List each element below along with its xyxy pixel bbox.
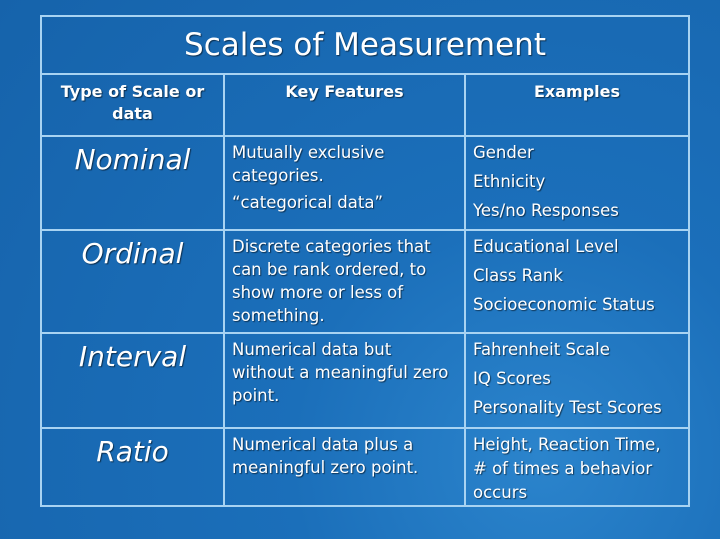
feature-text: Discrete categories that can be rank ord… — [232, 237, 431, 325]
example-item: Ethnicity — [473, 172, 546, 191]
features-cell: Discrete categories that can be rank ord… — [223, 229, 466, 334]
example-item: Height, Reaction Time, — [473, 435, 661, 454]
header-examples: Examples — [464, 73, 690, 137]
features-cell: Numerical data plus a meaningful zero po… — [223, 427, 466, 507]
examples-cell: Height, Reaction Time, # of times a beha… — [464, 427, 690, 507]
feature-text: “categorical data” — [232, 193, 384, 212]
example-item: Gender — [473, 143, 534, 162]
table-row-ratio: Ratio Numerical data plus a meaningful z… — [40, 427, 690, 507]
examples-cell: Gender Ethnicity Yes/no Responses — [464, 135, 690, 231]
example-item: Class Rank — [473, 266, 563, 285]
scale-name: Nominal — [40, 135, 225, 231]
header-features: Key Features — [223, 73, 466, 137]
examples-cell: Educational Level Class Rank Socioeconom… — [464, 229, 690, 334]
scales-table: Scales of Measurement Type of Scale or d… — [40, 15, 690, 507]
scale-name: Ordinal — [40, 229, 225, 334]
feature-text: Mutually exclusive categories. — [232, 143, 385, 185]
table-row-ordinal: Ordinal Discrete categories that can be … — [40, 229, 690, 334]
example-item: Yes/no Responses — [473, 201, 619, 220]
header-type: Type of Scale or data — [40, 73, 225, 137]
scale-name: Ratio — [40, 427, 225, 507]
scale-name: Interval — [40, 332, 225, 429]
example-item: IQ Scores — [473, 369, 551, 388]
slide-title: Scales of Measurement — [40, 15, 690, 75]
example-item: # of times a behavior occurs — [473, 459, 653, 502]
example-item: Educational Level — [473, 237, 619, 256]
features-cell: Numerical data but without a meaningful … — [223, 332, 466, 429]
examples-cell: Fahrenheit Scale IQ Scores Personality T… — [464, 332, 690, 429]
example-item: Socioeconomic Status — [473, 295, 655, 314]
table-row-nominal: Nominal Mutually exclusive categories. “… — [40, 135, 690, 231]
feature-text: Numerical data plus a meaningful zero po… — [232, 435, 419, 477]
feature-text: Numerical data but without a meaningful … — [232, 340, 449, 405]
example-item: Fahrenheit Scale — [473, 340, 610, 359]
example-item: Personality Test Scores — [473, 398, 662, 417]
table-row-interval: Interval Numerical data but without a me… — [40, 332, 690, 429]
features-cell: Mutually exclusive categories. “categori… — [223, 135, 466, 231]
